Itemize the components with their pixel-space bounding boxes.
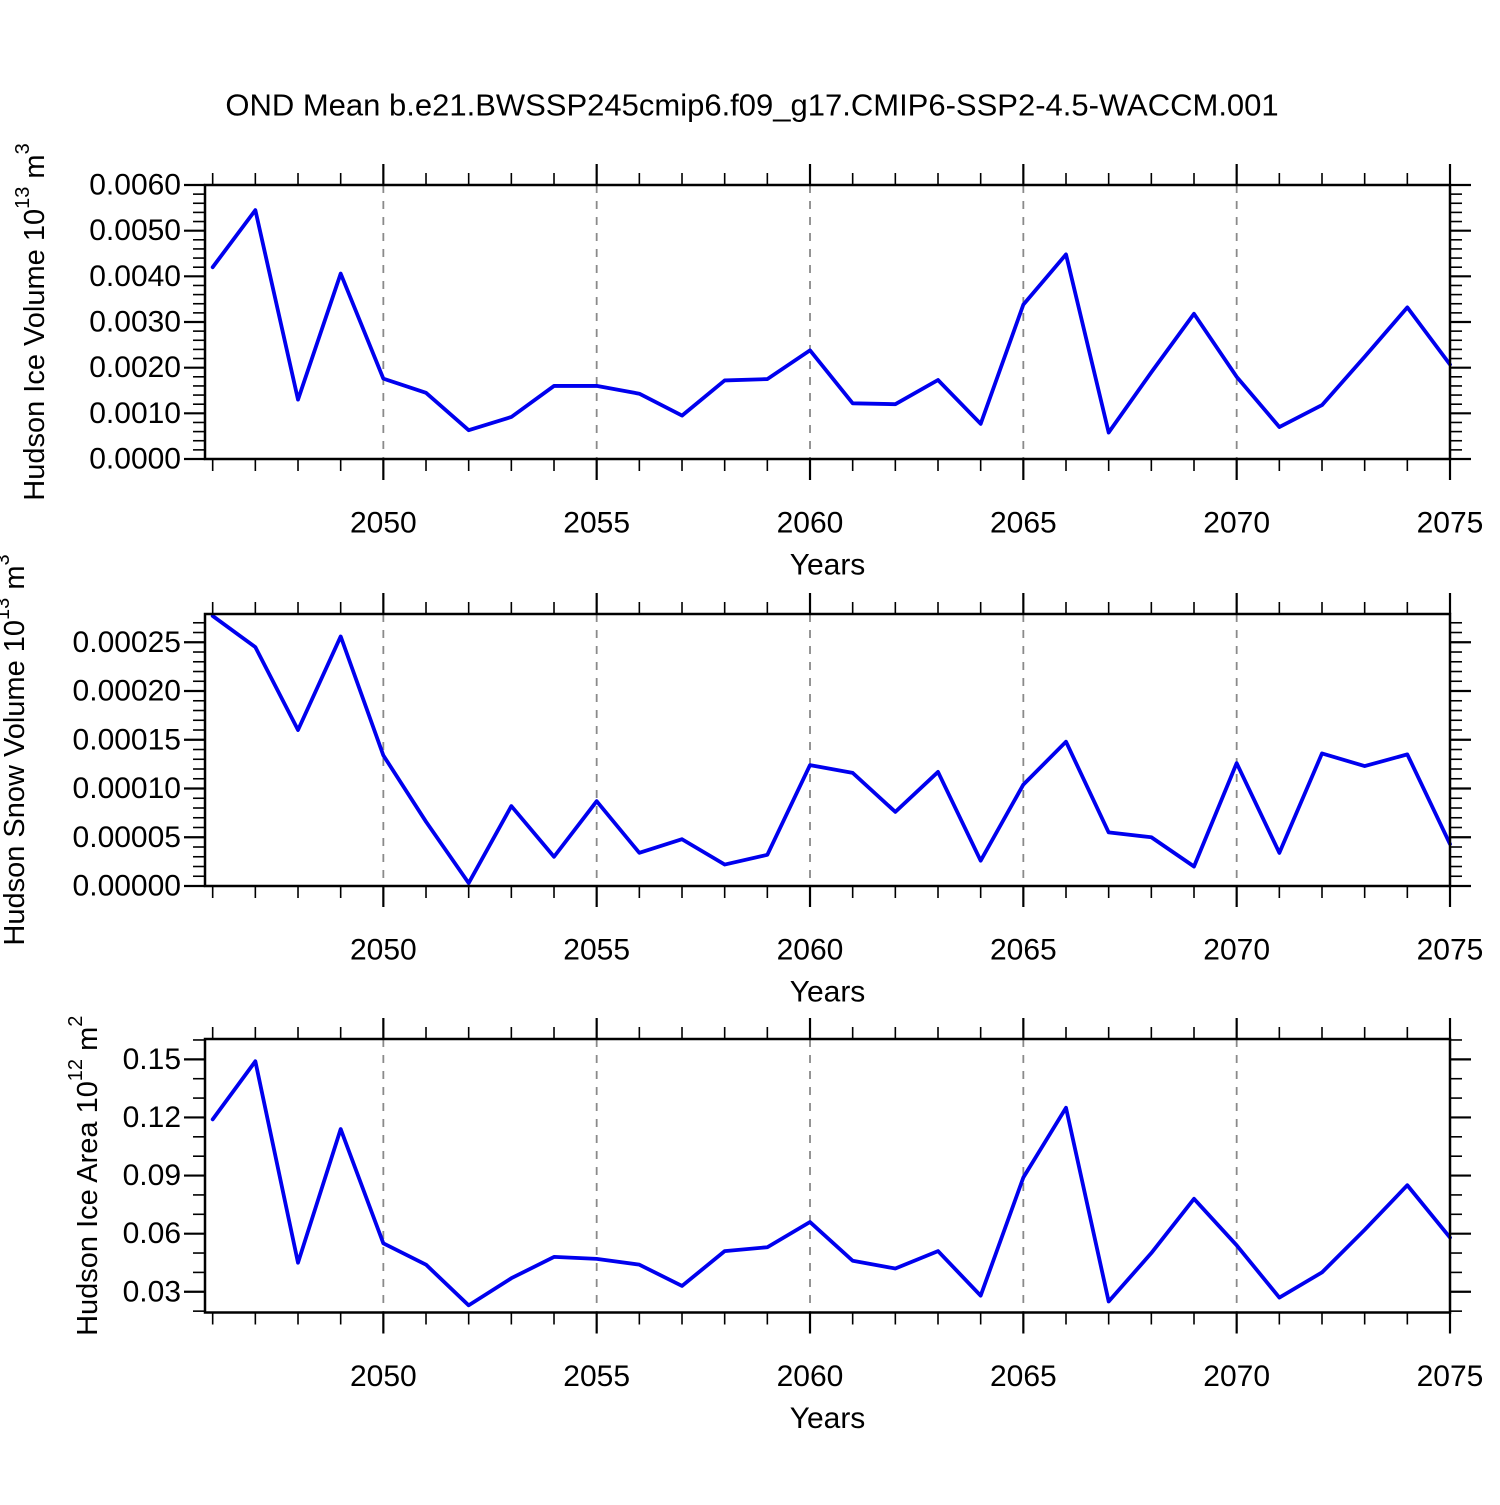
panels-group: 0.0000 0.0010 0.0020 0.0030 0.0040 0.0050 0.00…	[0, 143, 1483, 1435]
x-tick-label: 2065	[990, 934, 1057, 967]
ticks	[184, 164, 1471, 480]
x-tick-label: 2060	[777, 507, 844, 540]
y-axis-title: Hudson Ice Volume 1013 m3	[12, 143, 51, 500]
hudson-snow-volume-data-line	[210, 614, 1452, 885]
grid-lines	[382, 1039, 1238, 1313]
ticks	[184, 593, 1471, 907]
x-tick-label: 2075	[1417, 507, 1484, 540]
y-tick-label: 0.0050	[89, 214, 181, 247]
plot-frame	[203, 183, 1452, 461]
hudson-ice-area-data-line	[210, 1059, 1452, 1308]
x-tick-label: 2050	[350, 1360, 417, 1393]
y-axis-title: Hudson Snow Volume 1013 m3	[0, 554, 31, 945]
y-tick-label: 0.15	[123, 1043, 181, 1076]
y-tick-label: 0.03	[123, 1275, 181, 1308]
x-tick-label: 2065	[990, 1360, 1057, 1393]
ticks	[184, 1018, 1471, 1334]
panel-hudson-ice-area: 0.03 0.06 0.09 0.12 0.15 2050 2055 2060 2065 2070…	[65, 1016, 1483, 1435]
y-tick-label: 0.06	[123, 1217, 181, 1250]
y-tick-label: 0.00015	[73, 723, 181, 756]
y-tick-label: 0.0010	[89, 397, 181, 430]
y-tick-label: 0.00010	[73, 772, 181, 805]
x-axis-title: Years	[790, 1402, 866, 1435]
y-tick-label: 0.00005	[73, 821, 181, 854]
x-tick-label: 2055	[563, 934, 630, 967]
y-tick-label: 0.00020	[73, 675, 181, 708]
x-tick-label: 2050	[350, 507, 417, 540]
y-tick-label: 0.0020	[89, 351, 181, 384]
y-tick-label: 0.00000	[73, 870, 181, 903]
x-tick-label: 2075	[1417, 1360, 1484, 1393]
x-tick-label: 2070	[1203, 1360, 1270, 1393]
x-tick-label: 2060	[777, 934, 844, 967]
hudson-ice-volume-data-line	[210, 208, 1452, 435]
y-tick-label: 0.0030	[89, 306, 181, 339]
x-axis-title: Years	[790, 549, 866, 582]
y-tick-labels: 0.03 0.06 0.09 0.12 0.15	[123, 1043, 181, 1308]
x-tick-label: 2055	[563, 1360, 630, 1393]
y-axis-title: Hudson Ice Area 1012 m2	[65, 1016, 104, 1336]
grid-lines	[382, 185, 1238, 459]
y-tick-label: 0.00025	[73, 626, 181, 659]
x-tick-label: 2070	[1203, 507, 1270, 540]
x-tick-label: 2060	[777, 1360, 844, 1393]
y-tick-labels: 0.00000 0.00005 0.00010 0.00015 0.00020 0.000…	[73, 626, 181, 903]
x-tick-label: 2075	[1417, 934, 1484, 967]
plot-frame	[203, 1037, 1452, 1314]
chart-title: OND Mean b.e21.BWSSP245cmip6.f09_g17.CMI…	[225, 88, 1278, 123]
x-tick-labels: 2050 2055 2060 2065 2070 2075	[350, 934, 1483, 967]
x-tick-label: 2070	[1203, 934, 1270, 967]
x-axis-title: Years	[790, 976, 866, 1009]
y-tick-label: 0.12	[123, 1101, 181, 1134]
x-tick-labels: 2050 2055 2060 2065 2070 2075	[350, 1360, 1483, 1393]
panel-hudson-snow-volume: 0.00000 0.00005 0.00010 0.00015 0.00020 0.000…	[0, 554, 1483, 1008]
y-tick-label: 0.0060	[89, 169, 181, 202]
panel-hudson-ice-volume: 0.0000 0.0010 0.0020 0.0030 0.0040 0.0050 0.00…	[12, 143, 1483, 581]
x-tick-label: 2050	[350, 934, 417, 967]
x-tick-label: 2055	[563, 507, 630, 540]
x-tick-labels: 2050 2055 2060 2065 2070 2075	[350, 507, 1483, 540]
plot-frame	[203, 612, 1452, 888]
y-tick-label: 0.0000	[89, 443, 181, 476]
x-tick-label: 2065	[990, 507, 1057, 540]
y-tick-labels: 0.0000 0.0010 0.0020 0.0030 0.0040 0.0050 0.00…	[89, 169, 181, 476]
y-tick-label: 0.09	[123, 1159, 181, 1192]
y-tick-label: 0.0040	[89, 260, 181, 293]
